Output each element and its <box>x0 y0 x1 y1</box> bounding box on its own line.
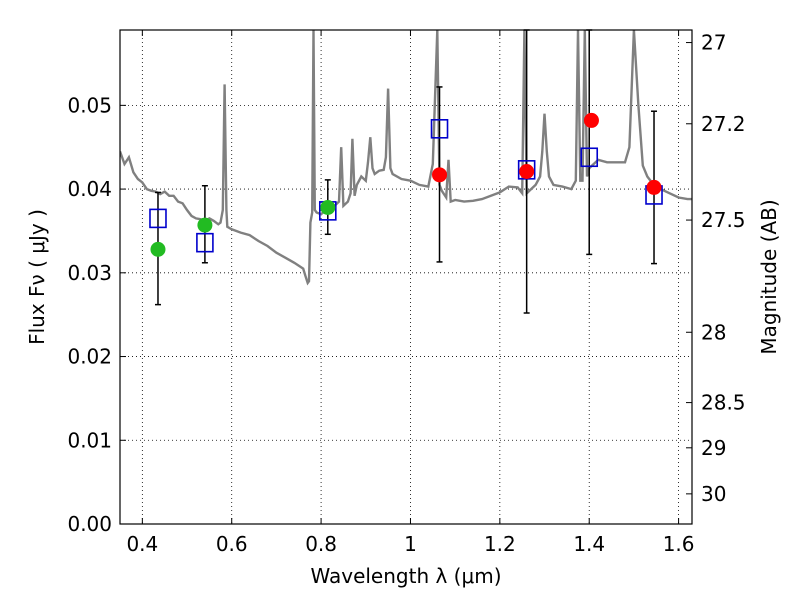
observed-point-marker <box>150 241 166 257</box>
observed-point-marker <box>646 179 662 195</box>
y2-tick-label: 28.5 <box>701 391 746 415</box>
markers <box>149 112 663 257</box>
model-square-marker <box>430 119 449 139</box>
y-tick-label: 0.03 <box>67 261 112 285</box>
y2-tick-label: 27 <box>701 31 726 55</box>
x-axis-ticks: 0.4 0.6 0.8 1 1.2 1.4 1.6 <box>126 30 695 556</box>
model-square-marker <box>149 208 167 229</box>
x-tick-label: 1.2 <box>484 532 516 556</box>
y2-tick-label: 27.2 <box>701 112 746 136</box>
observed-point-marker <box>583 112 599 128</box>
y-tick-label: 0.04 <box>67 177 112 201</box>
plot-frame <box>119 29 693 525</box>
x-tick-label: 0.8 <box>305 532 337 556</box>
x-tick-label: 0.6 <box>216 532 248 556</box>
x-tick-label: 1.6 <box>663 532 695 556</box>
y2-tick-label: 30 <box>701 482 726 506</box>
x-tick-label: 1 <box>404 532 417 556</box>
y2-tick-label: 28 <box>701 320 726 344</box>
y-axis-ticks: 0.00 0.01 0.02 0.03 0.04 0.05 <box>67 93 126 536</box>
model-square-marker <box>196 232 214 253</box>
y-tick-label: 0.00 <box>67 512 112 536</box>
y-axis-label: Flux Fν ( μJy ) <box>25 209 49 345</box>
spectrum-line <box>120 30 692 286</box>
y2-axis-ticks: 27 27.2 27.5 28 28.5 29 30 <box>686 31 746 506</box>
y2-tick-label: 29 <box>701 436 726 460</box>
grid <box>120 30 692 525</box>
y2-tick-label: 27.5 <box>701 208 746 232</box>
model-square-marker <box>580 147 599 168</box>
observed-point-marker <box>320 200 336 216</box>
y-tick-label: 0.02 <box>67 345 112 369</box>
x-axis-label: Wavelength λ (μm) <box>310 564 501 588</box>
x-tick-label: 1.4 <box>573 532 605 556</box>
observed-point-marker <box>197 217 213 233</box>
observed-point-marker <box>519 164 535 180</box>
y-tick-label: 0.05 <box>67 93 112 117</box>
y-tick-label: 0.01 <box>67 428 112 452</box>
y2-axis-label: Magnitude (AB) <box>757 199 781 354</box>
observed-point-marker <box>432 167 448 183</box>
spectrum-path <box>120 30 692 286</box>
x-tick-label: 0.4 <box>126 532 158 556</box>
